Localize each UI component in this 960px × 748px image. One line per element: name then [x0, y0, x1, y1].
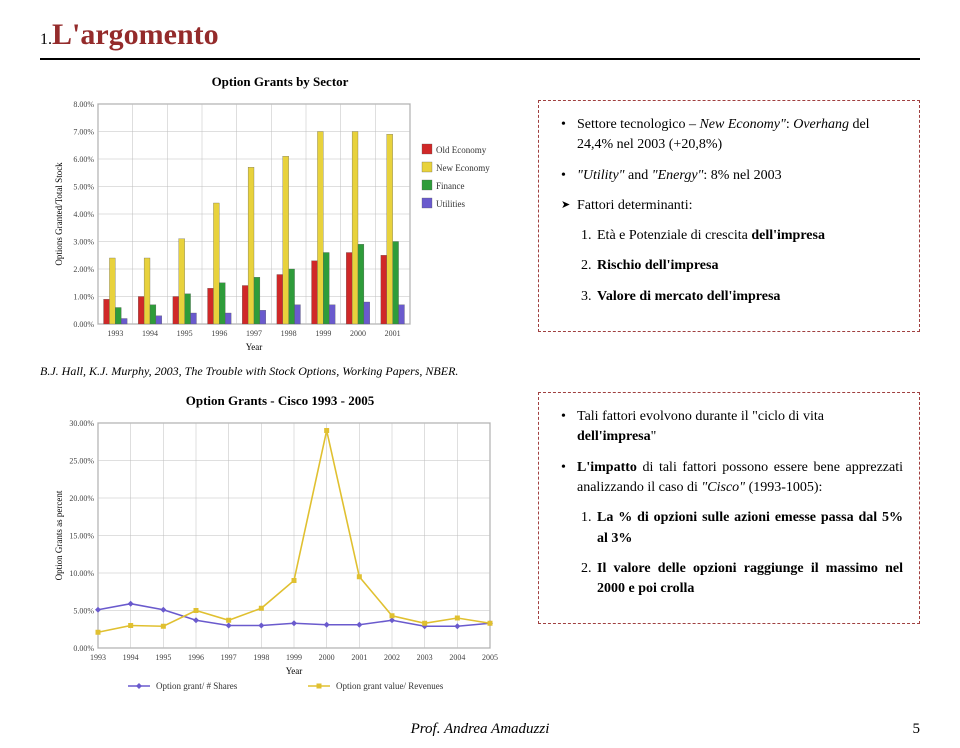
svg-text:1994: 1994	[142, 329, 158, 338]
svg-text:1995: 1995	[155, 653, 171, 662]
footer-author: Prof. Andrea Amaduzzi	[0, 721, 960, 738]
svg-text:Finance: Finance	[436, 181, 465, 191]
svg-text:Old Economy: Old Economy	[436, 145, 487, 155]
svg-text:1993: 1993	[107, 329, 123, 338]
svg-text:1998: 1998	[281, 329, 297, 338]
svg-text:1999: 1999	[286, 653, 302, 662]
box2-bullet-1: Tali fattori evolvono durante il "ciclo …	[561, 407, 903, 448]
box1-ord-3: Valore di mercato dell'impresa	[595, 287, 903, 307]
box2-bullet-2: L'impatto di tali fattori possono essere…	[561, 458, 903, 499]
title-text: L'argomento	[52, 18, 219, 52]
box2-ord-2: Il valore delle opzioni raggiunge il mas…	[595, 559, 903, 600]
svg-text:25.00%: 25.00%	[69, 457, 94, 466]
svg-text:15.00%: 15.00%	[69, 532, 94, 541]
svg-text:Year: Year	[246, 342, 263, 352]
box2-ord-1: La % di opzioni sulle azioni emesse pass…	[595, 508, 903, 549]
box1-ord-2: Rischio dell'impresa	[595, 256, 903, 276]
svg-text:1993: 1993	[90, 653, 106, 662]
box1-bullet-1: Settore tecnologico – New Economy": Over…	[561, 115, 903, 156]
svg-text:Utilities: Utilities	[436, 199, 465, 209]
svg-text:Option Grants as percent: Option Grants as percent	[54, 490, 64, 580]
svg-text:2003: 2003	[417, 653, 433, 662]
svg-text:New Economy: New Economy	[436, 163, 490, 173]
svg-text:2001: 2001	[385, 329, 401, 338]
svg-text:6.00%: 6.00%	[73, 155, 94, 164]
svg-text:1994: 1994	[123, 653, 139, 662]
svg-text:0.00%: 0.00%	[73, 320, 94, 329]
chart-sector-title: Option Grants by Sector	[212, 74, 349, 90]
svg-text:1997: 1997	[221, 653, 237, 662]
chart-cisco-title: Option Grants - Cisco 1993 - 2005	[186, 393, 375, 409]
svg-text:1995: 1995	[177, 329, 193, 338]
box1-ord-1: Età e Potenziale di crescita dell'impres…	[595, 226, 903, 246]
svg-text:2000: 2000	[350, 329, 366, 338]
svg-text:1996: 1996	[188, 653, 204, 662]
svg-text:10.00%: 10.00%	[69, 569, 94, 578]
svg-text:1997: 1997	[246, 329, 262, 338]
svg-text:4.00%: 4.00%	[73, 210, 94, 219]
title-rule	[40, 58, 920, 60]
svg-text:8.00%: 8.00%	[73, 100, 94, 109]
svg-text:0.00%: 0.00%	[73, 644, 94, 653]
svg-text:1999: 1999	[315, 329, 331, 338]
svg-text:3.00%: 3.00%	[73, 238, 94, 247]
chart-cisco: Option Grants - Cisco 1993 - 2005 0.00% 5…	[40, 393, 520, 698]
svg-text:7.00%: 7.00%	[73, 128, 94, 137]
page-number: 5	[913, 721, 921, 738]
svg-text:2004: 2004	[449, 653, 465, 662]
chart-sector: Option Grants by Sector 0.00% 1.00% 2.00% 3…	[40, 74, 520, 354]
svg-text:5.00%: 5.00%	[73, 607, 94, 616]
svg-text:2005: 2005	[482, 653, 498, 662]
svg-text:2000: 2000	[319, 653, 335, 662]
box1-arrow: Fattori determinanti:	[561, 196, 903, 216]
box1-bullet-2: "Utility" and "Energy": 8% nel 2003	[561, 166, 903, 186]
svg-text:1996: 1996	[211, 329, 227, 338]
svg-text:Option grant value/ Revenues: Option grant value/ Revenues	[336, 681, 444, 691]
svg-text:20.00%: 20.00%	[69, 494, 94, 503]
svg-text:5.00%: 5.00%	[73, 183, 94, 192]
svg-text:2.00%: 2.00%	[73, 265, 94, 274]
citation: B.J. Hall, K.J. Murphy, 2003, The Troubl…	[40, 364, 520, 379]
svg-text:30.00%: 30.00%	[69, 419, 94, 428]
svg-text:1998: 1998	[253, 653, 269, 662]
svg-text:2001: 2001	[351, 653, 367, 662]
title-number: 1.	[40, 31, 52, 49]
info-box-1: Settore tecnologico – New Economy": Over…	[538, 100, 920, 332]
svg-text:1.00%: 1.00%	[73, 293, 94, 302]
svg-text:Option grant/ # Shares: Option grant/ # Shares	[156, 681, 238, 691]
svg-text:2002: 2002	[384, 653, 400, 662]
svg-text:Year: Year	[286, 666, 303, 676]
info-box-2: Tali fattori evolvono durante il "ciclo …	[538, 392, 920, 624]
svg-text:Options Granted/Total Stock: Options Granted/Total Stock	[54, 162, 64, 266]
page-title: 1. L'argomento	[40, 18, 920, 52]
